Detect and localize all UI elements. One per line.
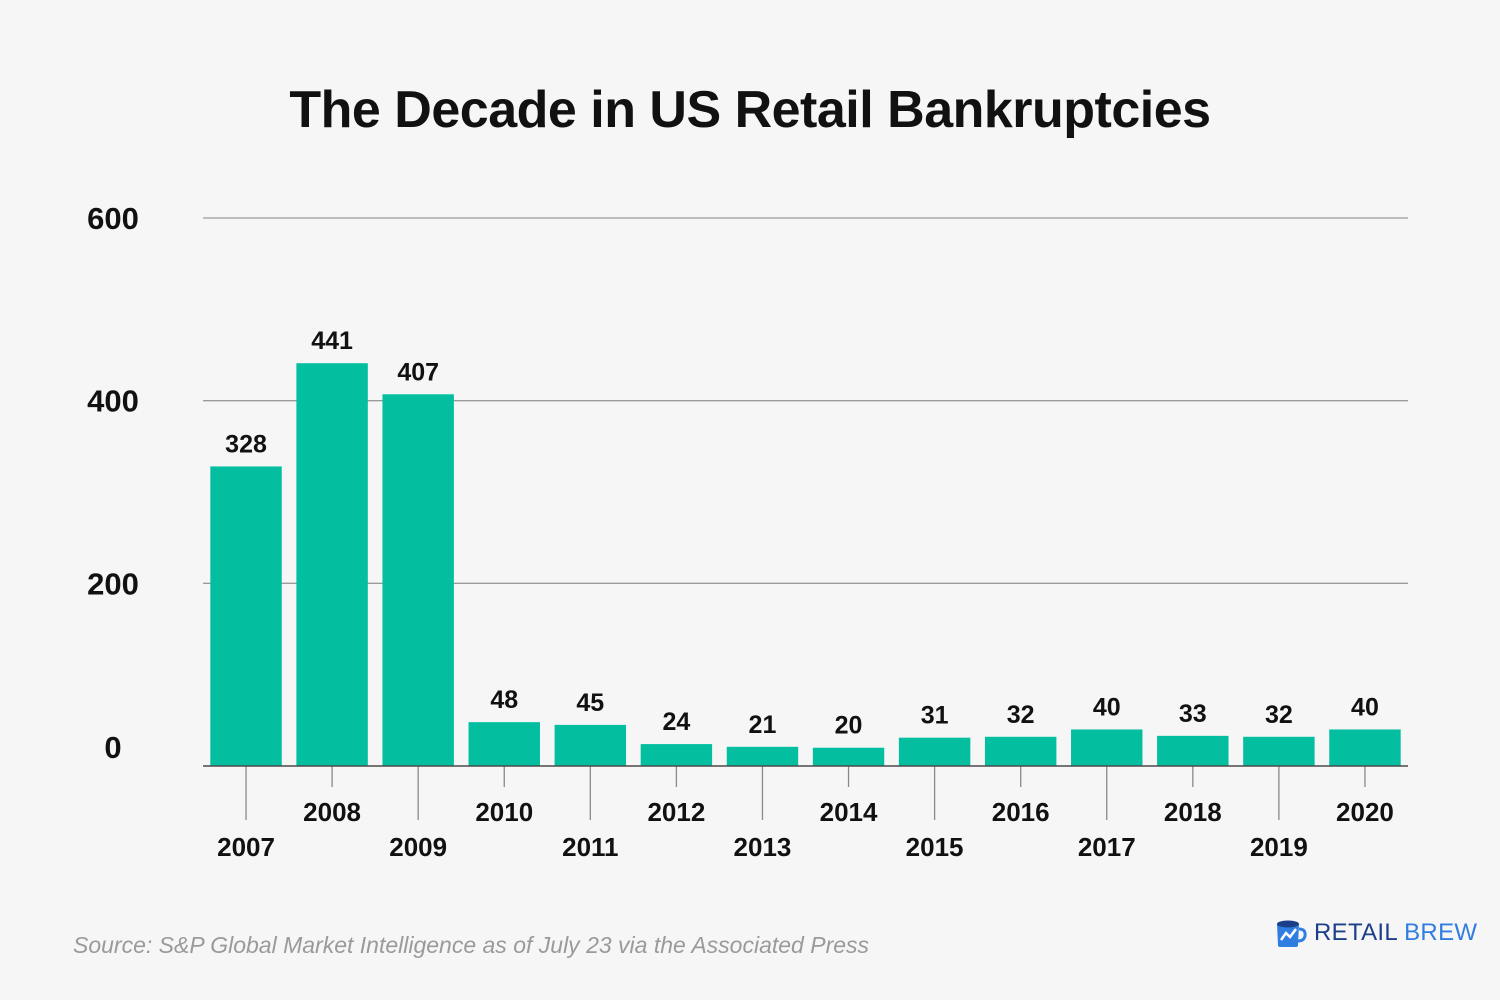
x-tick-label: 2012 [647, 797, 705, 827]
bars [210, 363, 1401, 766]
y-tick-label: 600 [87, 201, 139, 236]
x-tick-label: 2014 [820, 797, 878, 827]
brand-name-part1: RETAIL [1314, 919, 1398, 946]
x-tick-label: 2018 [1164, 797, 1222, 827]
x-tick-label: 2016 [992, 797, 1050, 827]
bar [296, 363, 368, 766]
data-label: 407 [397, 358, 439, 386]
bar [468, 722, 540, 766]
y-tick-label: 0 [104, 730, 121, 765]
retail-brew-logo: RETAIL BREW [1274, 918, 1477, 948]
y-tick-label: 400 [87, 384, 139, 419]
x-tick-label: 2017 [1078, 832, 1136, 862]
data-label: 45 [576, 689, 604, 717]
retail-brew-logo-icon [1277, 920, 1307, 947]
x-tick-label: 2008 [303, 797, 361, 827]
bar [812, 747, 885, 766]
x-tick-label: 2007 [217, 832, 275, 862]
data-label: 31 [921, 702, 949, 730]
bar [554, 724, 627, 766]
data-label: 32 [1265, 701, 1293, 729]
bar [726, 746, 799, 766]
bar [210, 466, 282, 766]
data-labels: 328 441 407 48 45 24 21 20 31 32 40 33 32 40 [225, 327, 1379, 740]
data-label: 40 [1093, 693, 1121, 721]
bar [640, 744, 713, 766]
x-tick-label: 2019 [1250, 832, 1308, 862]
data-label: 20 [835, 712, 863, 740]
y-tick-label: 200 [87, 566, 139, 601]
x-tick-label: 2011 [562, 832, 618, 862]
data-label: 40 [1351, 693, 1379, 721]
bar [984, 736, 1057, 766]
bar [1243, 736, 1315, 766]
brand-name-part2: BREW [1404, 919, 1478, 946]
data-label: 48 [490, 686, 518, 714]
data-label: 441 [311, 327, 353, 355]
bar [382, 394, 454, 766]
x-axis: 2007 2008 2009 2010 2011 2012 2013 2014 2015 2016… [203, 765, 1408, 862]
data-label: 21 [749, 711, 777, 739]
x-tick-label: 2009 [389, 832, 447, 862]
x-tick-label: 2020 [1336, 797, 1394, 827]
x-tick-label: 2010 [475, 797, 533, 827]
bar [1157, 735, 1229, 766]
x-tick-label: 2015 [906, 832, 964, 862]
bar [1329, 729, 1401, 766]
data-label: 328 [225, 430, 267, 458]
bar [898, 737, 971, 766]
chart-title: The Decade in US Retail Bankruptcies [289, 81, 1211, 139]
bar [1071, 729, 1143, 766]
gridlines: 0 200 400 600 [87, 201, 1408, 765]
data-label: 33 [1179, 700, 1207, 728]
x-tick-label: 2013 [734, 832, 792, 862]
data-label: 32 [1007, 701, 1035, 729]
data-label: 24 [662, 708, 690, 736]
brand-name: RETAIL BREW [1314, 919, 1477, 947]
source-note: Source: S&P Global Market Intelligence a… [73, 932, 870, 958]
